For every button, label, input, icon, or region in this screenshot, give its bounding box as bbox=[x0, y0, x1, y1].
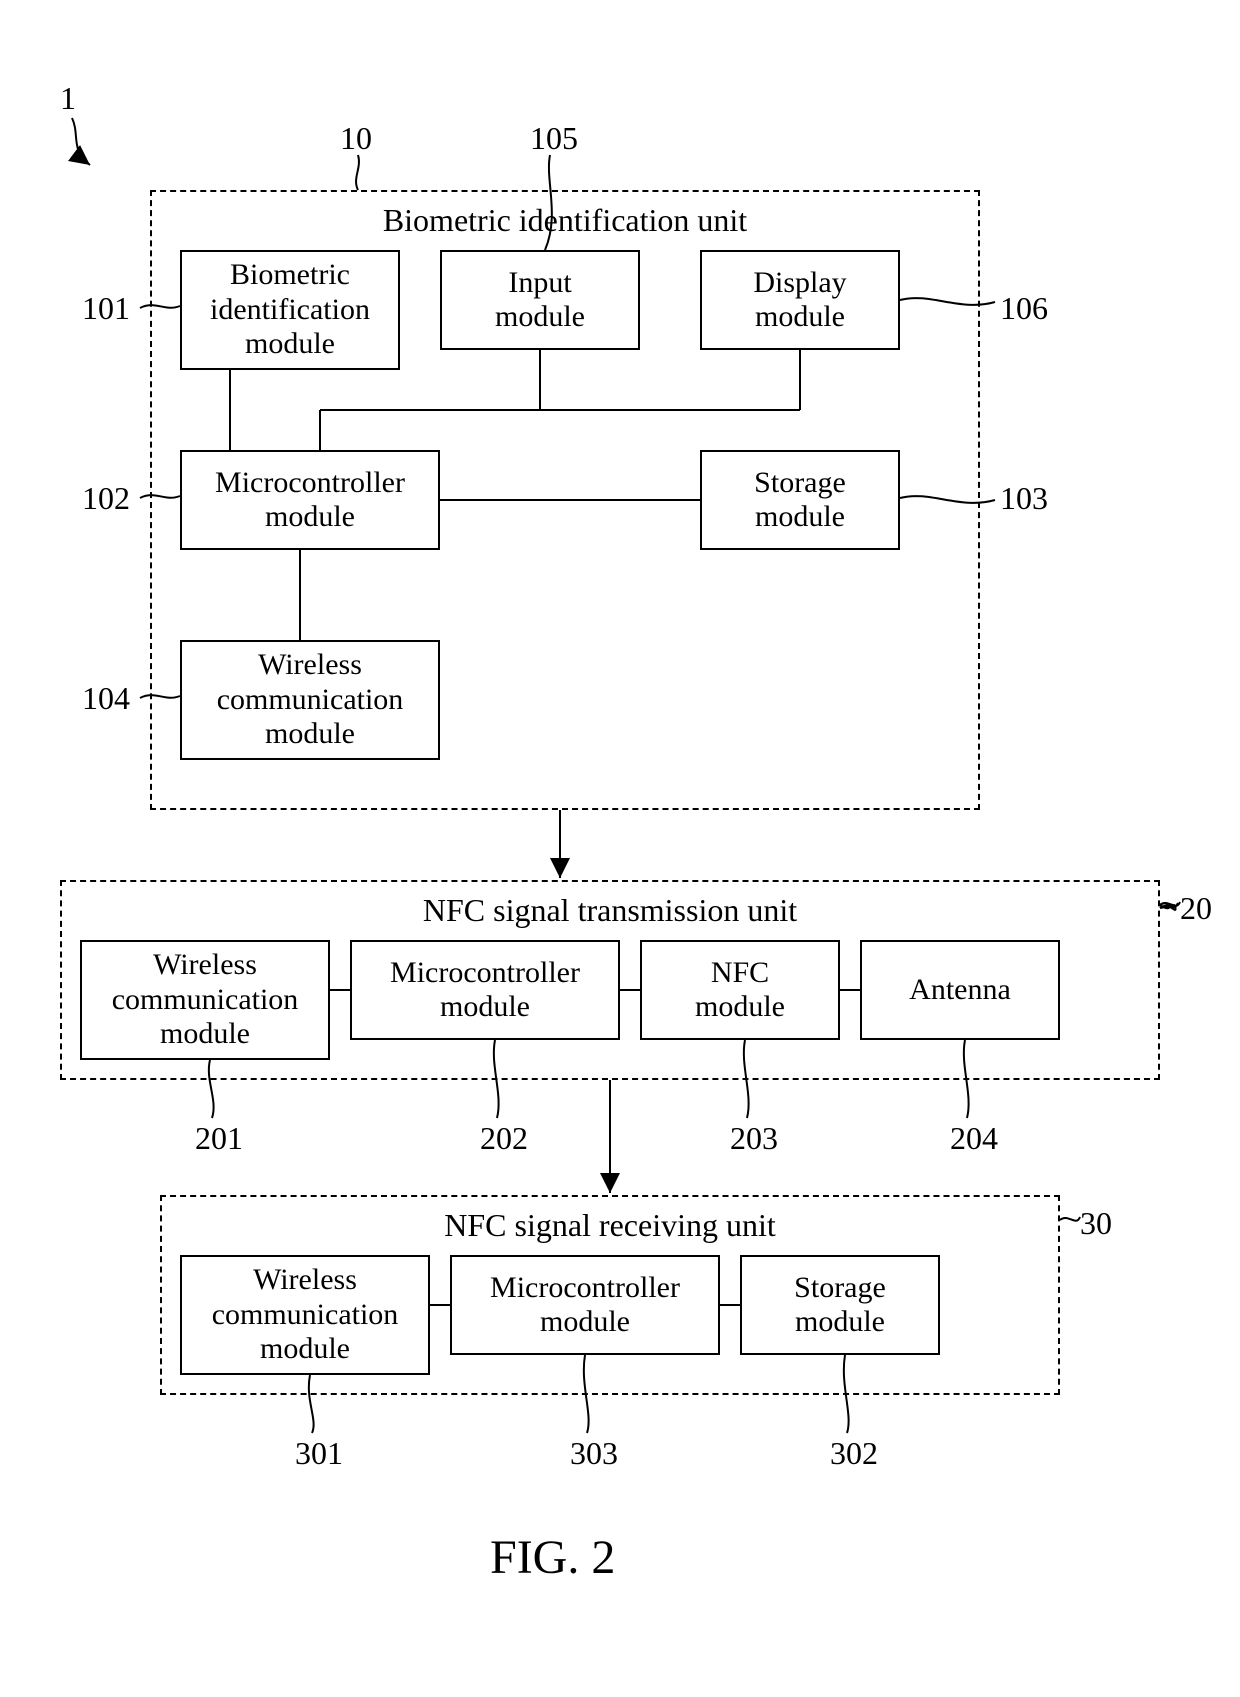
ref-1: 1 bbox=[60, 80, 76, 117]
ref-101: 101 bbox=[82, 290, 130, 327]
module-202-label: Microcontrollermodule bbox=[390, 956, 580, 1025]
module-105-label: Inputmodule bbox=[495, 266, 585, 335]
unit-20-title: NFC signal transmission unit bbox=[62, 892, 1158, 929]
module-204-label: Antenna bbox=[909, 973, 1011, 1008]
ref-103: 103 bbox=[1000, 480, 1048, 517]
ref-102: 102 bbox=[82, 480, 130, 517]
unit-10-title: Biometric identification unit bbox=[152, 202, 978, 239]
ref-303: 303 bbox=[570, 1435, 618, 1472]
ref-201: 201 bbox=[195, 1120, 243, 1157]
ref-30: 30 bbox=[1080, 1205, 1112, 1242]
ref-302: 302 bbox=[830, 1435, 878, 1472]
module-302: Storagemodule bbox=[740, 1255, 940, 1355]
module-101: Biometricidentificationmodule bbox=[180, 250, 400, 370]
module-203: NFCmodule bbox=[640, 940, 840, 1040]
ref-104: 104 bbox=[82, 680, 130, 717]
module-301: Wirelesscommunicationmodule bbox=[180, 1255, 430, 1375]
module-105: Inputmodule bbox=[440, 250, 640, 350]
module-302-label: Storagemodule bbox=[794, 1271, 886, 1340]
diagram-canvas: Biometric identification unit Biometrici… bbox=[0, 0, 1240, 1697]
unit-30-title: NFC signal receiving unit bbox=[162, 1207, 1058, 1244]
figure-label: FIG. 2 bbox=[490, 1530, 615, 1585]
module-202: Microcontrollermodule bbox=[350, 940, 620, 1040]
module-103: Storagemodule bbox=[700, 450, 900, 550]
ref-203: 203 bbox=[730, 1120, 778, 1157]
module-106-label: Displaymodule bbox=[753, 266, 846, 335]
ref-301: 301 bbox=[295, 1435, 343, 1472]
ref-105: 105 bbox=[530, 120, 578, 157]
ref-106: 106 bbox=[1000, 290, 1048, 327]
ref-20: 20 bbox=[1180, 890, 1212, 927]
module-104-label: Wirelesscommunicationmodule bbox=[217, 648, 404, 752]
module-201: Wirelesscommunicationmodule bbox=[80, 940, 330, 1060]
module-104: Wirelesscommunicationmodule bbox=[180, 640, 440, 760]
ref-204: 204 bbox=[950, 1120, 998, 1157]
ref-202: 202 bbox=[480, 1120, 528, 1157]
module-106: Displaymodule bbox=[700, 250, 900, 350]
module-101-label: Biometricidentificationmodule bbox=[210, 258, 370, 362]
module-204: Antenna bbox=[860, 940, 1060, 1040]
module-201-label: Wirelesscommunicationmodule bbox=[112, 948, 299, 1052]
ref-10: 10 bbox=[340, 120, 372, 157]
module-303: Microcontrollermodule bbox=[450, 1255, 720, 1355]
module-203-label: NFCmodule bbox=[695, 956, 785, 1025]
module-103-label: Storagemodule bbox=[754, 466, 846, 535]
module-102: Microcontrollermodule bbox=[180, 450, 440, 550]
module-301-label: Wirelesscommunicationmodule bbox=[212, 1263, 399, 1367]
module-102-label: Microcontrollermodule bbox=[215, 466, 405, 535]
module-303-label: Microcontrollermodule bbox=[490, 1271, 680, 1340]
